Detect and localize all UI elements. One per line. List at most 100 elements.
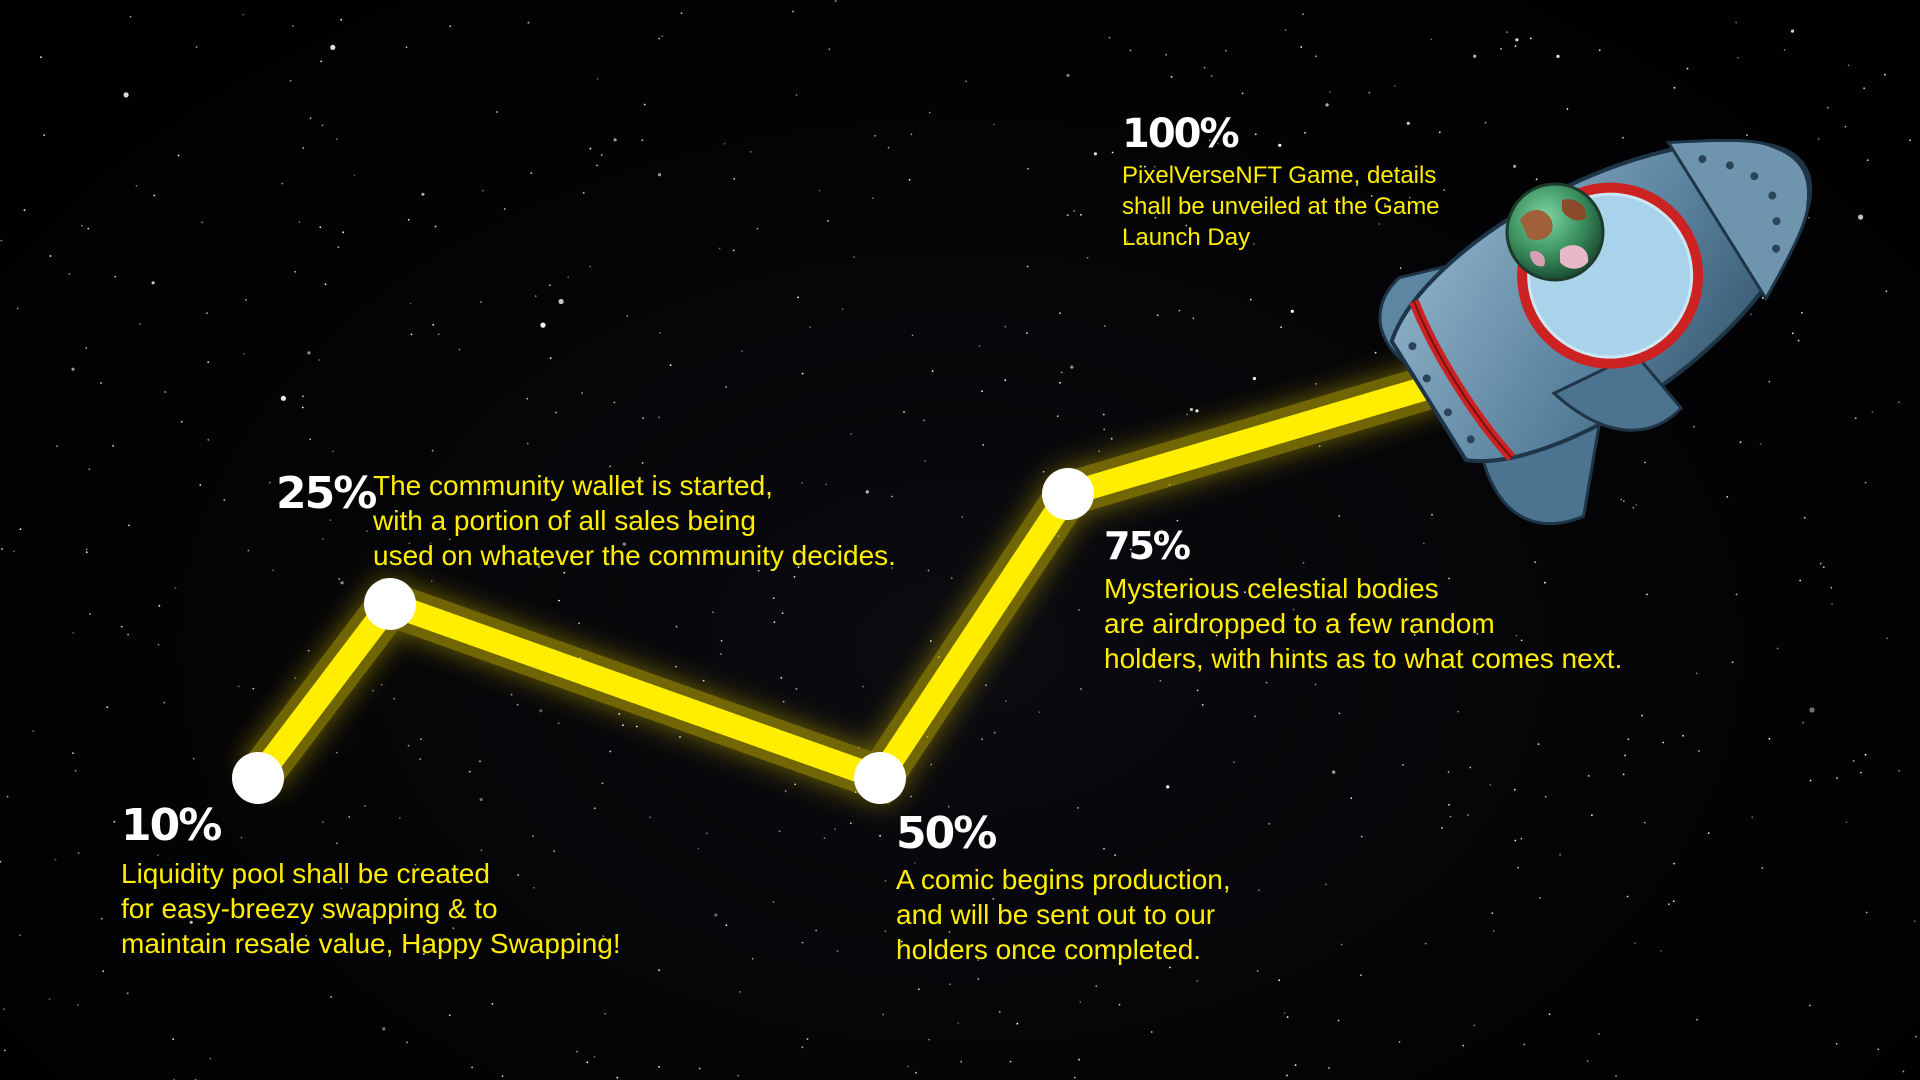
star [801,941,804,944]
star [87,227,90,230]
star [1196,979,1199,982]
star [1515,38,1519,42]
star [1441,827,1443,829]
star [74,769,77,772]
star [177,154,180,157]
star [915,1071,917,1074]
star [658,416,660,419]
star [1254,715,1256,718]
star [1845,821,1848,823]
star [282,880,285,882]
star [43,134,46,137]
star [1402,764,1404,766]
star [1159,537,1162,540]
star [1368,91,1371,94]
star [1803,516,1806,519]
star [432,324,435,326]
star [1534,561,1537,564]
star [40,56,42,58]
star [558,599,560,602]
star [1548,1013,1551,1016]
star [268,481,271,484]
star [180,420,183,423]
star [871,197,874,200]
star [419,758,422,760]
star [950,577,953,579]
star [1457,710,1460,713]
star [243,353,245,355]
star [1302,13,1304,16]
star [1622,500,1625,502]
star [1462,1044,1465,1047]
star [834,828,837,831]
star [1314,683,1317,686]
star [596,78,599,80]
star [307,351,311,355]
star [1615,1075,1617,1077]
star [1668,903,1670,906]
star [487,489,490,491]
star [3,1049,6,1052]
star [247,549,250,552]
star [1877,1048,1880,1051]
milestone-description: A comic begins production, and will be s… [896,864,1231,965]
star [281,182,284,185]
star [1408,196,1411,199]
star [1831,602,1833,605]
star [532,886,535,889]
star [1103,847,1105,850]
star [1646,593,1648,596]
star [1103,325,1106,327]
star [1641,714,1643,717]
star [784,790,787,792]
star [320,60,323,63]
star [48,998,51,1001]
star [340,887,343,890]
star [862,685,864,688]
star [216,880,219,882]
star [329,519,332,521]
star [1178,309,1181,312]
star [1340,943,1343,946]
star [1447,771,1450,773]
star [1164,656,1167,658]
star [1523,1043,1526,1046]
star [1791,332,1794,335]
star [1078,609,1080,611]
star [420,738,422,741]
star [1060,371,1063,374]
star [1165,53,1167,56]
star [961,516,964,518]
star [1098,450,1101,453]
star [794,783,797,786]
star [408,542,411,545]
star [1073,1076,1076,1079]
star [649,816,651,819]
star [1768,737,1771,740]
star [128,524,130,527]
star [1170,76,1173,78]
star [1871,411,1874,413]
star [657,173,662,177]
star [164,391,167,393]
star [658,37,661,40]
star [209,1057,212,1060]
star [827,220,829,222]
star [795,688,798,690]
star [891,495,893,498]
star [174,586,177,589]
star [537,564,541,569]
star [993,731,996,734]
star [609,750,612,753]
star [192,757,195,760]
star [77,1004,79,1007]
star [1244,591,1246,594]
star [1144,165,1146,168]
star [1660,949,1662,952]
star [471,1066,473,1069]
star [56,445,58,447]
star [1776,647,1779,650]
star [705,832,708,835]
star [320,917,323,920]
star [1844,125,1847,128]
